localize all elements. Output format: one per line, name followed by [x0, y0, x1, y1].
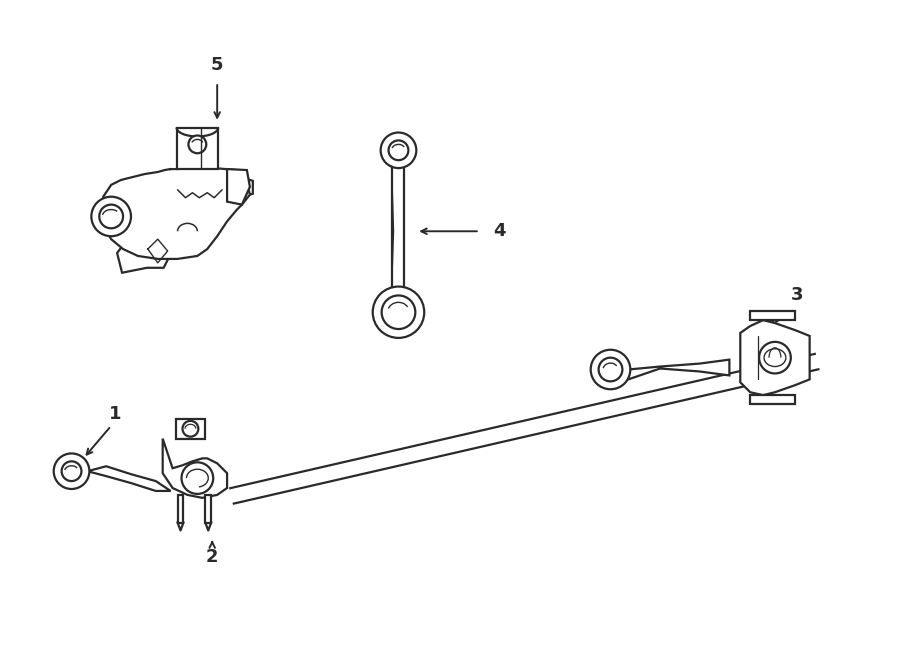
Polygon shape	[176, 128, 218, 169]
Polygon shape	[163, 439, 227, 498]
Circle shape	[188, 136, 206, 153]
Circle shape	[759, 342, 791, 373]
Polygon shape	[751, 395, 795, 404]
Polygon shape	[751, 311, 795, 320]
Circle shape	[182, 462, 213, 494]
Polygon shape	[117, 169, 253, 273]
Polygon shape	[227, 169, 250, 205]
Circle shape	[381, 132, 417, 168]
Text: 3: 3	[790, 286, 803, 305]
Circle shape	[590, 350, 630, 389]
Circle shape	[92, 197, 131, 236]
Polygon shape	[628, 360, 729, 379]
Polygon shape	[392, 166, 404, 291]
Circle shape	[183, 421, 198, 437]
Polygon shape	[102, 167, 250, 259]
Circle shape	[373, 287, 424, 338]
Circle shape	[99, 205, 123, 228]
Text: 2: 2	[206, 548, 219, 566]
Circle shape	[598, 358, 623, 381]
Polygon shape	[176, 419, 205, 439]
Circle shape	[61, 461, 81, 481]
Polygon shape	[87, 466, 171, 491]
Circle shape	[389, 140, 409, 160]
Text: 4: 4	[493, 222, 506, 240]
Circle shape	[54, 453, 89, 489]
Polygon shape	[741, 320, 810, 395]
Text: 5: 5	[211, 56, 223, 75]
Text: 1: 1	[109, 405, 122, 423]
Polygon shape	[205, 495, 212, 523]
Circle shape	[382, 295, 415, 329]
Polygon shape	[177, 495, 184, 523]
